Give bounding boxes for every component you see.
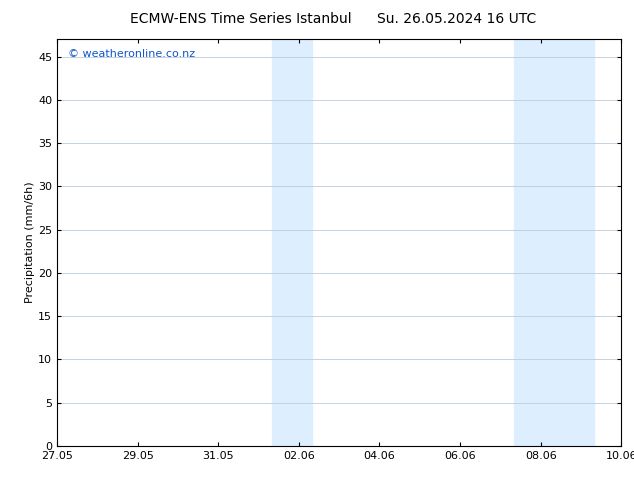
Bar bbox=[272, 39, 312, 446]
Text: © weatheronline.co.nz: © weatheronline.co.nz bbox=[68, 49, 195, 59]
Text: ECMW-ENS Time Series Istanbul: ECMW-ENS Time Series Istanbul bbox=[130, 12, 352, 26]
Y-axis label: Precipitation (mm/6h): Precipitation (mm/6h) bbox=[25, 182, 36, 303]
Text: Su. 26.05.2024 16 UTC: Su. 26.05.2024 16 UTC bbox=[377, 12, 536, 26]
Bar bbox=[514, 39, 594, 446]
